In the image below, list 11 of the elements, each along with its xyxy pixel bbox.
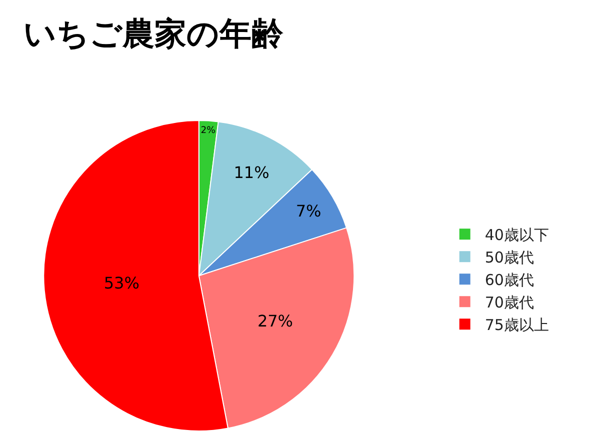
- legend-label: 60歳代: [484, 270, 534, 289]
- data-label: 2%: [200, 125, 216, 136]
- legend-label: 75歳以上: [484, 316, 549, 334]
- data-label: 7%: [296, 201, 322, 220]
- data-label: 27%: [257, 311, 294, 330]
- legend-label: 50歳代: [484, 248, 534, 266]
- data-label: 53%: [104, 274, 140, 293]
- legend-label: 40歳以下: [484, 226, 549, 244]
- data-label: 11%: [234, 162, 270, 182]
- legend-label: 70歳代: [484, 293, 534, 312]
- chart-title: いちご農家の年齢: [24, 14, 284, 52]
